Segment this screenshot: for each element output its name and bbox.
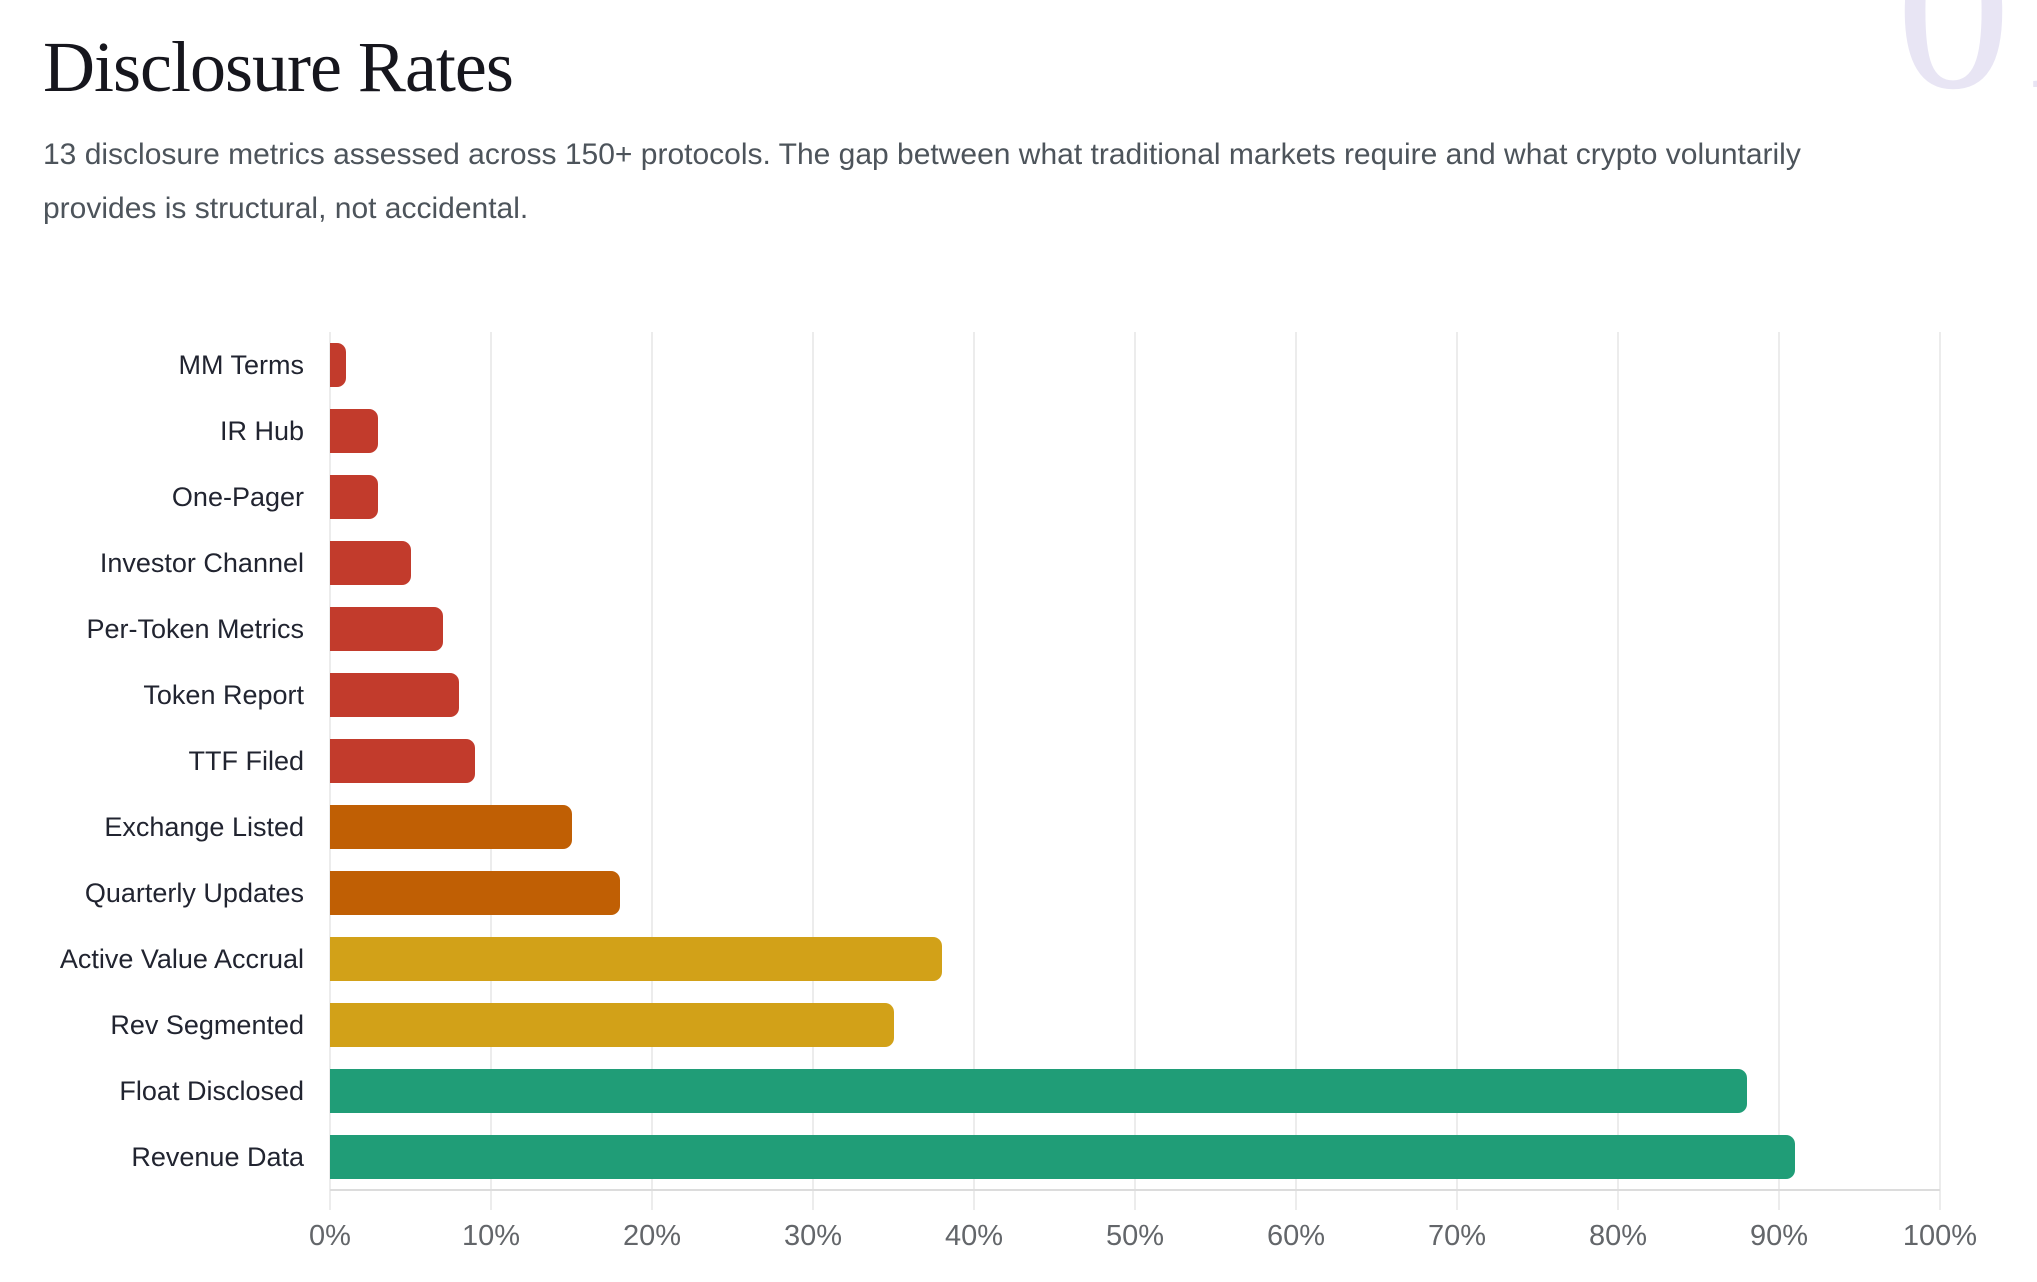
category-label-per-token-metrics: Per-Token Metrics <box>86 613 304 644</box>
bar-track <box>330 343 1940 387</box>
bar-quarterly-updates <box>330 871 620 915</box>
gridline-20% <box>651 332 653 1210</box>
category-label-exchange-listed: Exchange Listed <box>104 811 304 842</box>
x-tick-label-0: 0% <box>309 1220 351 1252</box>
category-label-active-value-accrual: Active Value Accrual <box>59 943 304 974</box>
bar-float-disclosed <box>330 1069 1747 1113</box>
bar-track <box>330 937 1940 981</box>
bar-ttf-filed <box>330 739 475 783</box>
bar-track <box>330 475 1940 519</box>
category-label-ir-hub: IR Hub <box>219 415 304 446</box>
bar-mm-terms <box>330 343 347 387</box>
x-tick-label-40: 40% <box>944 1220 1004 1252</box>
x-tick-label-60: 60% <box>1266 1220 1326 1252</box>
chart-row-ttf-filed: TTF Filed <box>0 728 1940 794</box>
category-label-token-report: Token Report <box>143 679 304 710</box>
bar-per-token-metrics <box>330 607 443 651</box>
bar-revenue-data <box>330 1135 1796 1179</box>
x-tick-label-10: 10% <box>461 1220 521 1252</box>
x-tick-label-20: 20% <box>622 1220 682 1252</box>
bar-track <box>330 607 1940 651</box>
bar-track <box>330 739 1940 783</box>
bar-investor-channel <box>330 541 411 585</box>
chart-row-ir-hub: IR Hub <box>0 398 1940 464</box>
category-label-ttf-filed: TTF Filed <box>188 745 304 776</box>
gridline-100% <box>1939 332 1941 1210</box>
chart-row-one-pager: One-Pager <box>0 464 1940 530</box>
x-tick-label-100: 100% <box>1902 1220 1978 1252</box>
x-tick-label-90: 90% <box>1749 1220 1809 1252</box>
chart-row-investor-channel: Investor Channel <box>0 530 1940 596</box>
bar-one-pager <box>330 475 379 519</box>
bar-track <box>330 1003 1940 1047</box>
category-label-one-pager: One-Pager <box>171 481 304 512</box>
bar-token-report <box>330 673 459 717</box>
bar-rev-segmented <box>330 1003 894 1047</box>
chart-row-rev-segmented: Rev Segmented <box>0 992 1940 1058</box>
x-axis-tick-labels: 0% 10% 20% 30% 40% 50% 60% 70% 80% 90% 100% <box>0 1220 2037 1260</box>
chart-row-exchange-listed: Exchange Listed <box>0 794 1940 860</box>
gridline-30% <box>812 332 814 1210</box>
bar-active-value-accrual <box>330 937 942 981</box>
gridline-40% <box>973 332 975 1210</box>
bar-track <box>330 805 1940 849</box>
bar-track <box>330 409 1940 453</box>
bar-track <box>330 871 1940 915</box>
bar-track <box>330 541 1940 585</box>
chart-axis-line <box>330 1189 1940 1191</box>
category-label-mm-terms: MM Terms <box>178 349 305 380</box>
x-tick-label-30: 30% <box>783 1220 843 1252</box>
category-label-rev-segmented: Rev Segmented <box>110 1009 304 1040</box>
chart-row-float-disclosed: Float Disclosed <box>0 1058 1940 1124</box>
category-label-quarterly-updates: Quarterly Updates <box>84 877 304 908</box>
category-label-revenue-data: Revenue Data <box>131 1141 304 1172</box>
chart-row-token-report: Token Report <box>0 662 1940 728</box>
bar-track <box>330 1135 1940 1179</box>
category-label-float-disclosed: Float Disclosed <box>119 1075 304 1106</box>
gridline-10% <box>490 332 492 1210</box>
bar-exchange-listed <box>330 805 572 849</box>
page-subtitle: 13 disclosure metrics assessed across 15… <box>43 138 1801 225</box>
chart-rows: MM Terms IR Hub One-Pager Investor Channel P… <box>0 332 1940 1190</box>
x-tick-label-80: 80% <box>1588 1220 1648 1252</box>
chart-row-quarterly-updates: Quarterly Updates <box>0 860 1940 926</box>
chart-row-mm-terms: MM Terms <box>0 332 1940 398</box>
gridline-70% <box>1456 332 1458 1210</box>
x-tick-label-70: 70% <box>1427 1220 1487 1252</box>
chart-row-active-value-accrual: Active Value Accrual <box>0 926 1940 992</box>
bar-track <box>330 673 1940 717</box>
gridline-50% <box>1134 332 1136 1210</box>
section-number: 01 <box>1896 0 2037 137</box>
x-tick-label-50: 50% <box>1105 1220 1165 1252</box>
chart-row-per-token-metrics: Per-Token Metrics <box>0 596 1940 662</box>
gridline-90% <box>1778 332 1780 1210</box>
gridline-80% <box>1617 332 1619 1210</box>
gridline-60% <box>1295 332 1297 1210</box>
bar-track <box>330 1069 1940 1113</box>
category-label-investor-channel: Investor Channel <box>99 547 304 578</box>
page-title: Disclosure Rates <box>43 27 514 107</box>
bar-ir-hub <box>330 409 379 453</box>
chart-row-revenue-data: Revenue Data <box>0 1124 1940 1190</box>
